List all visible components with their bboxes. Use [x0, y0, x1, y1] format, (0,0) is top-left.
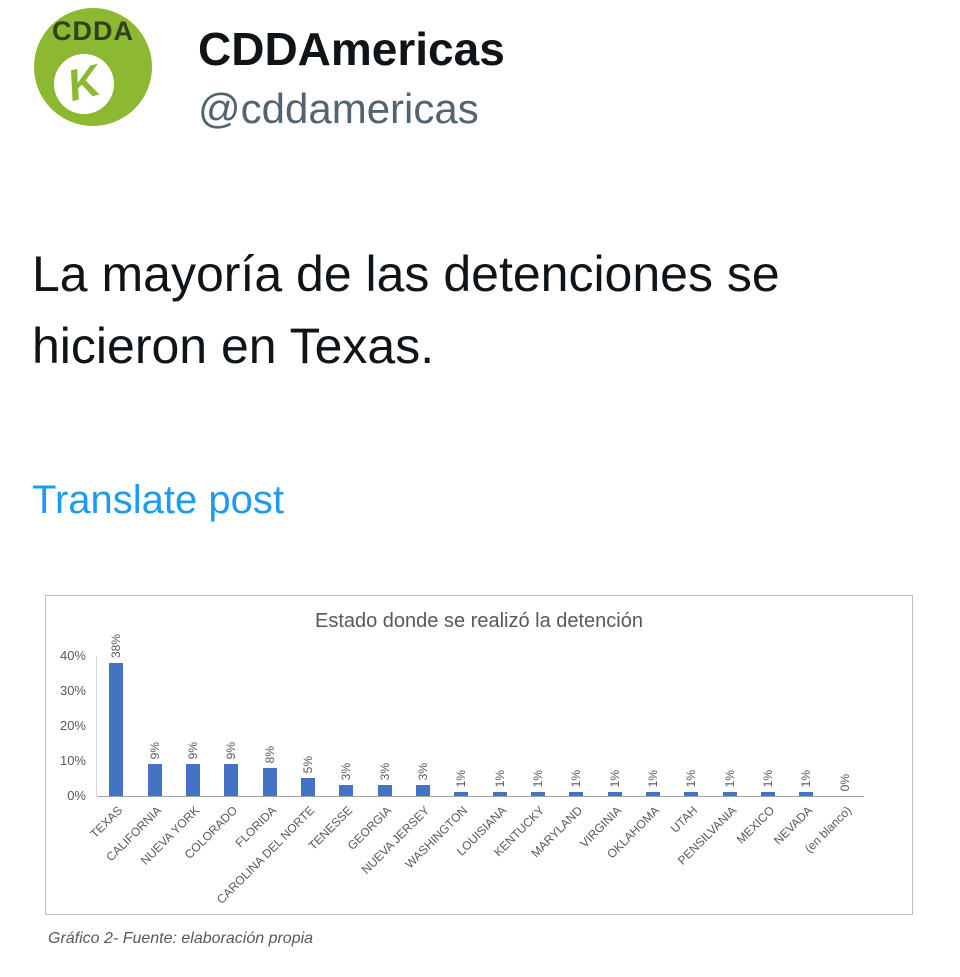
bar [300, 778, 315, 796]
tweet-text: La mayoría de las detenciones se hiciero… [32, 246, 780, 374]
bar-slot: 0% (en blanco) [802, 656, 864, 856]
bar-value-label: 38% [109, 633, 124, 658]
bar [492, 792, 507, 796]
bar-slot: 1% VIRGINIA [577, 656, 633, 851]
bar-slot: 9% COLORADO [182, 656, 250, 862]
embedded-chart-image[interactable]: Estado donde se realizó la detención 40%… [45, 595, 913, 915]
bar-slot: 3% TENESSE [306, 656, 365, 853]
bar-value-label: 1% [761, 769, 776, 787]
bar-value-label: 1% [607, 769, 622, 787]
bar [607, 792, 622, 796]
bar-slot: 1% LOUISIANA [454, 656, 518, 859]
bar-slot: 1% OKLAHOMA [604, 656, 672, 862]
x-axis-category-label: TEXAS [87, 803, 126, 842]
y-axis: 40% 30% 20% 10% 0% [46, 648, 92, 803]
bar-slot: 1% MEXICO [734, 656, 787, 847]
bar [454, 792, 469, 796]
bar-value-label: 9% [147, 741, 162, 759]
bar-slot: 1% PENSILVANIA [675, 656, 749, 868]
bar [569, 792, 584, 796]
bar [262, 768, 277, 796]
bar-value-label: 9% [185, 741, 200, 759]
bar-slot: 1% UTAH [668, 656, 710, 836]
bar-value-label: 8% [262, 745, 277, 763]
bar-value-label: 1% [722, 769, 737, 787]
bar [339, 785, 354, 796]
bar-value-label: 3% [339, 762, 354, 780]
bar-value-label: 1% [645, 769, 660, 787]
bar-slot: 3% GEORGIA [344, 656, 403, 853]
bar-value-label: 1% [454, 769, 469, 787]
y-tick-label: 30% [59, 683, 86, 698]
bar-slot: 38% TEXAS [88, 634, 135, 841]
bar-slot: 9% CALIFORNIA [103, 656, 173, 864]
bar-value-label: 1% [799, 769, 814, 787]
bar-slot: 5% CAROLINA DEL NORTE [214, 656, 327, 907]
author-handle[interactable]: @cddamericas [198, 84, 479, 132]
bar-slot: 1% MARYLAND [529, 656, 595, 861]
translate-post-link[interactable]: Translate post [32, 478, 284, 522]
avatar-logo-icon: K [54, 54, 114, 114]
bar-slot: 1% NEVADA [771, 656, 825, 848]
bar [224, 764, 239, 796]
bar-slot: 1% WASHINGTON [403, 656, 480, 872]
bar-value-label: 1% [530, 769, 545, 787]
bar-value-label: 5% [300, 755, 315, 773]
avatar-logo-letter: K [62, 55, 106, 112]
bar [109, 663, 124, 796]
avatar[interactable]: CDDA K [34, 8, 152, 126]
bar [722, 792, 737, 796]
plot-area: 38% TEXAS 9% CALIFORNIA 9% NUEVA YORK 9% COLORA… [88, 634, 864, 907]
bar-value-label: 1% [569, 769, 584, 787]
bar [147, 764, 162, 796]
bar-value-label: 0% [837, 773, 852, 791]
chart-title: Estado donde se realizó la detención [314, 610, 643, 632]
bar [415, 785, 430, 796]
bar-value-label: 1% [492, 769, 507, 787]
bar-value-label: 3% [377, 762, 392, 780]
avatar-cdda-text: CDDA [52, 16, 134, 46]
bar [530, 792, 545, 796]
bar-slot: 3% NUEVA JERSEY [359, 656, 442, 877]
post-header: CDDA K CDDAmericas @cddamericas [34, 8, 505, 139]
y-tick-label: 0% [67, 788, 86, 803]
author-name[interactable]: CDDAmericas [198, 23, 505, 75]
bar [645, 792, 660, 796]
bar [684, 792, 699, 796]
bar [761, 792, 776, 796]
y-tick-label: 20% [59, 718, 86, 733]
bar [799, 792, 814, 796]
author-block: CDDAmericas @cddamericas [198, 8, 505, 139]
bar-value-label: 9% [224, 741, 239, 759]
bar-value-label: 1% [684, 769, 699, 787]
y-tick-label: 40% [59, 648, 86, 663]
bar-value-label: 3% [415, 762, 430, 780]
bar-slot: 8% FLORIDA [232, 656, 288, 850]
bar-slot: 9% NUEVA YORK [138, 656, 212, 868]
chart-caption: Gráfico 2- Fuente: elaboración propia [48, 930, 314, 947]
y-tick-label: 10% [59, 753, 86, 768]
bar [377, 785, 392, 796]
bar-slot: 1% KENTUCKY [491, 656, 557, 860]
bar [185, 764, 200, 796]
